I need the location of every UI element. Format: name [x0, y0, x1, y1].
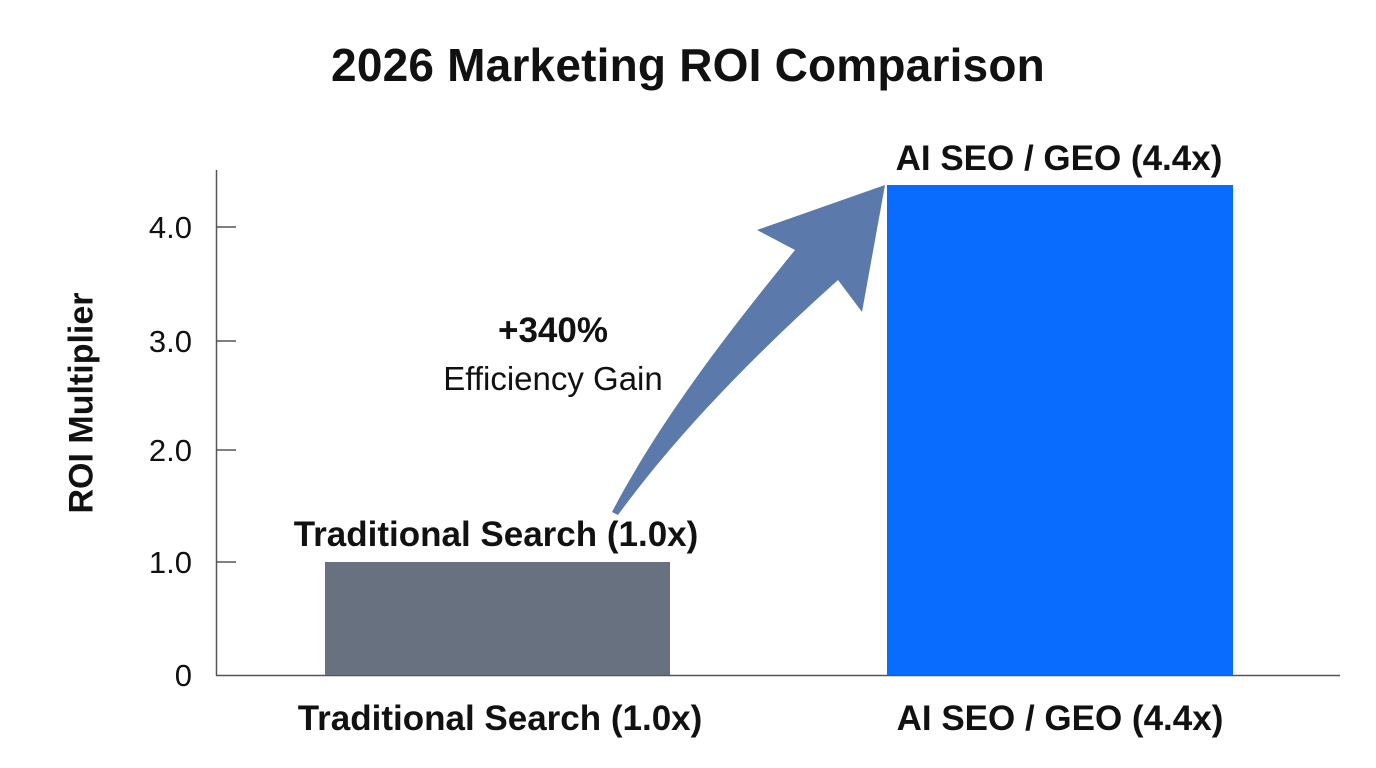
chart-title: 2026 Marketing ROI Comparison: [331, 39, 1045, 91]
x-category-ai-seo-geo: AI SEO / GEO (4.4x): [897, 699, 1224, 738]
bar-label-traditional-search: Traditional Search (1.0x): [294, 515, 699, 554]
bar-ai-seo-geo: [887, 185, 1233, 675]
growth-arrow-icon: [612, 185, 885, 515]
annotation-percentage: +340%: [498, 311, 608, 350]
y-tick-label-3: 3.0: [149, 324, 192, 359]
y-tick-label-0: 0: [175, 658, 192, 693]
y-tick-label-2: 2.0: [149, 433, 192, 468]
annotation-subtitle: Efficiency Gain: [443, 360, 663, 397]
bar-traditional-search: [325, 562, 670, 675]
y-tick-label-4: 4.0: [149, 210, 192, 245]
bar-label-ai-seo-geo: AI SEO / GEO (4.4x): [896, 139, 1223, 178]
y-ticks: [216, 226, 236, 563]
y-tick-label-1: 1.0: [149, 545, 192, 580]
x-category-traditional-search: Traditional Search (1.0x): [298, 699, 703, 738]
